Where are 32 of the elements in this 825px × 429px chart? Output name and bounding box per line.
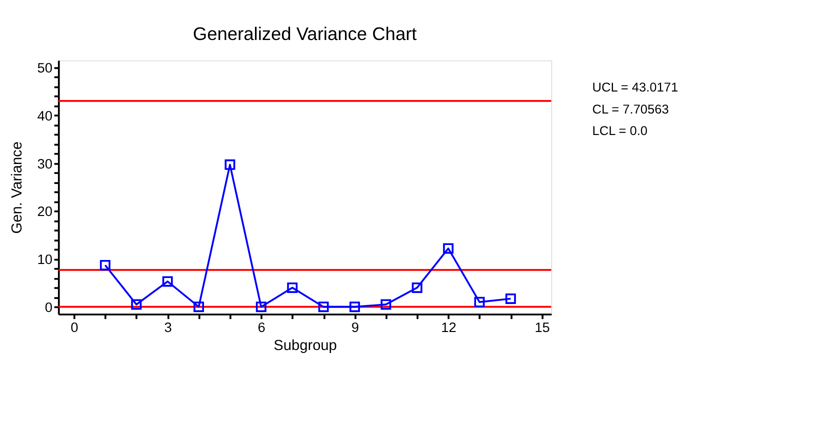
point — [349, 302, 360, 312]
y-axis-title: Gen. Variance — [10, 142, 26, 234]
point — [224, 159, 236, 170]
point — [380, 299, 392, 310]
point — [100, 260, 110, 270]
y-tick-label: 10 — [37, 252, 53, 267]
point — [194, 302, 204, 312]
point — [287, 282, 298, 293]
text: LCL = 0.0 — [592, 123, 648, 138]
x-axis-title: Subgroup — [274, 338, 337, 354]
x-tick-label: 12 — [441, 320, 456, 335]
point — [256, 302, 266, 312]
chart-title: Generalized Variance Chart — [192, 23, 417, 44]
point — [505, 293, 516, 304]
y-tick-label: 30 — [37, 156, 53, 172]
y-tick-label: 50 — [37, 60, 53, 76]
y-tick-label: 20 — [37, 204, 53, 220]
y-tick-label: 0 — [44, 300, 53, 315]
point — [131, 299, 142, 310]
y-tick-label: 40 — [37, 108, 53, 124]
point — [318, 302, 329, 312]
x-tick-label: 3 — [164, 320, 172, 335]
point — [162, 276, 173, 287]
text: CL = 7.70563 — [592, 101, 669, 116]
point — [474, 296, 485, 308]
text: UCL = 43.0171 — [592, 79, 678, 94]
x-tick-label: 9 — [351, 320, 359, 335]
x-tick-label: 6 — [258, 320, 266, 335]
x-tick-label: 0 — [70, 320, 79, 335]
x-tick-label: 15 — [534, 320, 550, 335]
point — [443, 243, 454, 254]
point — [412, 282, 422, 293]
